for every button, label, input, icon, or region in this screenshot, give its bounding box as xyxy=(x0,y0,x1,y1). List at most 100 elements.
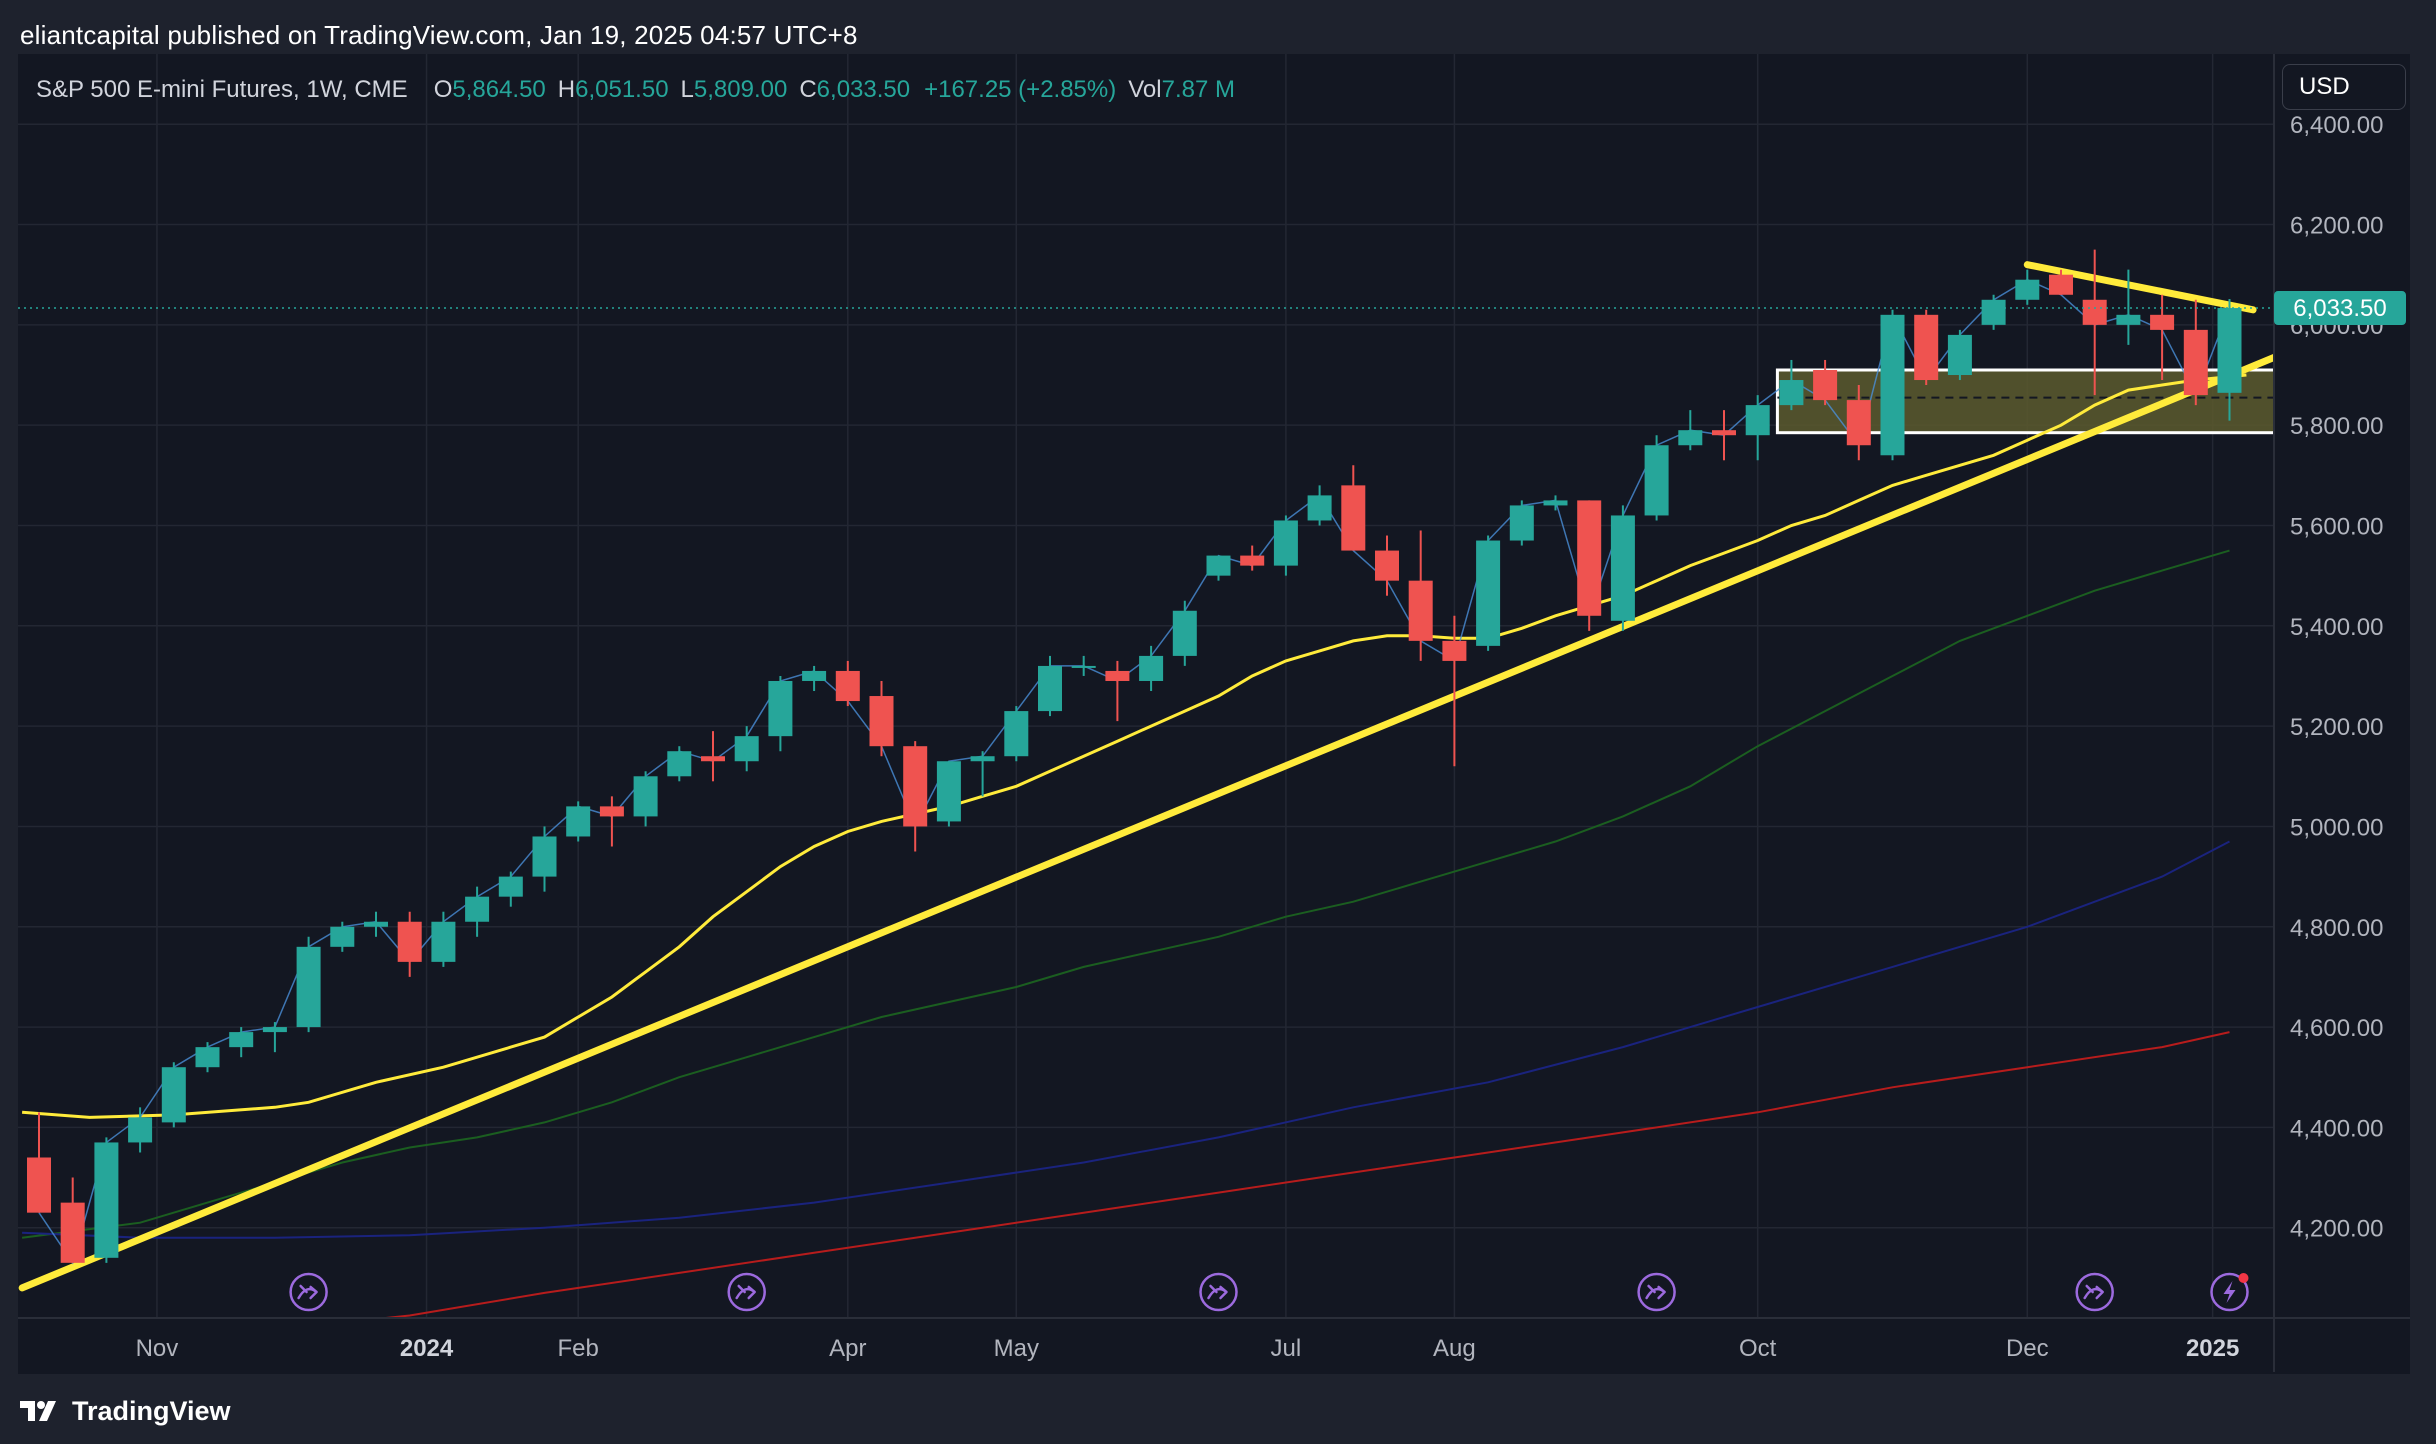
candle xyxy=(1914,309,1939,386)
dividend-event-icon xyxy=(1637,1272,1676,1312)
candle xyxy=(364,911,388,937)
candle-body xyxy=(936,761,961,822)
moving-average-ma_short xyxy=(21,373,2247,1119)
candle xyxy=(1206,555,1231,581)
candle-body xyxy=(2183,329,2208,396)
candle-body xyxy=(465,896,490,922)
candle-body xyxy=(262,1027,287,1033)
candle-body xyxy=(1408,580,1433,641)
candle xyxy=(869,680,894,757)
split-arrow-glyph xyxy=(735,1284,756,1300)
candle-body xyxy=(1509,505,1534,541)
candle-body xyxy=(667,751,692,777)
candle-body xyxy=(1712,430,1736,436)
candle xyxy=(566,801,591,842)
candle xyxy=(1543,495,1568,511)
candle-body xyxy=(498,876,523,897)
candle-body xyxy=(1947,334,1972,376)
volume-value: 7.87 M xyxy=(1161,76,1235,103)
candle xyxy=(1577,500,1602,631)
candle xyxy=(667,746,692,782)
candle-body xyxy=(1071,665,1096,668)
candle-body xyxy=(1779,380,1804,406)
dividend-event-icon xyxy=(289,1272,328,1312)
candle-body xyxy=(734,736,759,762)
candle-body xyxy=(2150,314,2175,330)
candle-body xyxy=(701,756,725,762)
candle-body xyxy=(128,1117,153,1143)
candle xyxy=(1038,655,1062,717)
candle-body xyxy=(2015,279,2040,300)
y-tick-label: 4,200.00 xyxy=(2290,1216,2383,1243)
split-arrow-glyph xyxy=(1207,1284,1228,1300)
candle xyxy=(296,936,321,1033)
candle-body xyxy=(1880,314,1905,456)
candle-body xyxy=(1375,550,1399,581)
y-tick-label: 4,600.00 xyxy=(2290,1015,2383,1042)
split-arrow-glyph xyxy=(2083,1284,2104,1300)
moving-average-ma_red xyxy=(376,1031,2230,1318)
candle-body xyxy=(566,806,591,837)
candle-body xyxy=(599,806,624,817)
candle xyxy=(633,771,658,827)
x-tick-label: Nov xyxy=(136,1335,179,1362)
tradingview-logo[interactable]: TradingView xyxy=(20,1396,231,1427)
candle-body xyxy=(27,1157,51,1213)
close-label: C xyxy=(799,76,817,103)
x-tick-label: Oct xyxy=(1739,1335,1777,1362)
x-tick-label: 2024 xyxy=(400,1335,454,1362)
candle-body xyxy=(1846,400,1871,446)
candle-body xyxy=(1476,540,1501,646)
volume-label: Vol xyxy=(1128,76,1162,103)
candle xyxy=(701,731,725,782)
candle-body xyxy=(1442,640,1467,661)
candle xyxy=(1813,359,1838,406)
candle xyxy=(1678,410,1703,451)
currency-button[interactable]: USD xyxy=(2282,64,2406,110)
candle xyxy=(195,1042,220,1073)
candle xyxy=(768,675,793,752)
change-value: +167.25 (+2.85%) xyxy=(924,76,1117,103)
candle-body xyxy=(1307,495,1332,521)
candle-body xyxy=(161,1067,186,1123)
candle-body xyxy=(1813,370,1838,401)
x-tick-label: Dec xyxy=(2006,1335,2049,1362)
plot-area xyxy=(18,249,2274,1318)
candle xyxy=(1139,645,1164,692)
candle xyxy=(599,796,624,847)
candle xyxy=(465,886,490,937)
dividend-event-icon xyxy=(727,1272,766,1312)
candle-body xyxy=(1543,500,1568,506)
candle-body xyxy=(1610,515,1635,621)
candle-body xyxy=(296,946,321,1028)
axes: 4,200.00 4,400.00 4,600.00 4,800.00 5,000.00… xyxy=(18,54,2410,1372)
top-bar: eliantcapital published on TradingView.c… xyxy=(0,0,2436,70)
candle-body xyxy=(397,921,422,962)
candle-body xyxy=(195,1047,220,1068)
candle xyxy=(1273,515,1298,576)
candle xyxy=(1172,600,1197,666)
candle xyxy=(1408,530,1433,661)
chart-panel[interactable] xyxy=(18,54,2410,1374)
candle-body xyxy=(431,921,456,962)
event-marker-circle xyxy=(289,1272,328,1312)
candle xyxy=(1880,309,1905,461)
candle xyxy=(2217,299,2242,421)
candle xyxy=(532,826,557,892)
high-label: H xyxy=(557,76,576,103)
candle xyxy=(60,1177,85,1263)
y-tick-label: 4,800.00 xyxy=(2290,915,2383,942)
candle xyxy=(1071,655,1096,676)
last-price-tag xyxy=(2274,291,2406,326)
candle-body xyxy=(1240,555,1265,566)
candle xyxy=(1745,395,1770,461)
candle-body xyxy=(1172,610,1197,656)
y-tick-label: 6,400.00 xyxy=(2290,112,2383,139)
candle-body xyxy=(970,756,995,762)
tradingview-logo-text: TradingView xyxy=(72,1395,231,1426)
candle-body xyxy=(1139,655,1164,681)
symbol-name[interactable]: S&P 500 E-mini Futures, 1W, CME xyxy=(36,76,408,103)
candle-body xyxy=(1914,314,1939,381)
split-arrow-glyph xyxy=(297,1284,318,1300)
